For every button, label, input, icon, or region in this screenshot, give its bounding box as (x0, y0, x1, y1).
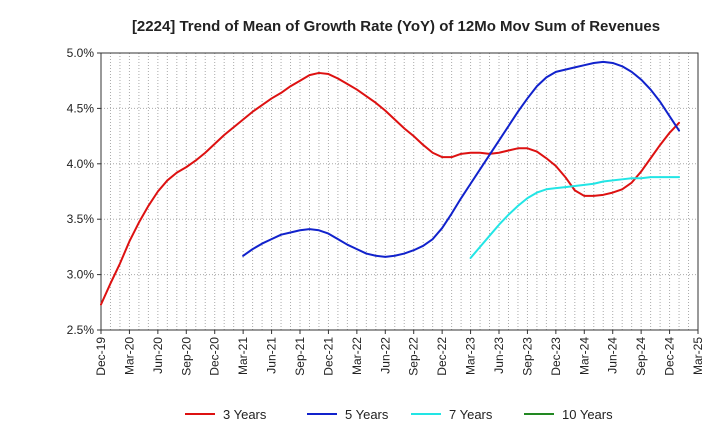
x-tick-label: Jun-24 (606, 337, 620, 374)
x-tick-label: Sep-24 (634, 337, 648, 376)
x-tick-label: Dec-22 (435, 337, 449, 376)
series-line-5-years (242, 60, 681, 258)
grid-lines (101, 53, 698, 330)
x-tick-label: Mar-23 (464, 337, 478, 375)
y-tick-label: 5.0% (67, 46, 95, 60)
legend-label: 3 Years (223, 407, 267, 422)
y-tick-label: 3.5% (67, 212, 95, 226)
x-tick-label: Mar-25 (691, 337, 705, 375)
plot-area-border (100, 52, 699, 331)
x-tick-label: Dec-24 (663, 337, 677, 376)
x-tick-label: Mar-20 (122, 337, 136, 375)
y-axis-ticks: 2.5% 3.0% 3.5% 4.0% 4.5% 5.0% (67, 46, 101, 337)
x-tick-label: Dec-21 (321, 337, 335, 376)
legend-label: 10 Years (562, 407, 613, 422)
x-tick-label: Jun-20 (151, 337, 165, 374)
series-lines (100, 60, 681, 306)
x-tick-label: Sep-21 (293, 337, 307, 376)
x-tick-label: Jun-22 (378, 337, 392, 374)
x-tick-label: Dec-19 (94, 337, 108, 376)
x-tick-label: Mar-21 (236, 337, 250, 375)
x-tick-label: Jun-21 (265, 337, 279, 374)
x-tick-label: Mar-24 (577, 337, 591, 375)
x-axis-ticks: Dec-19 Mar-20 Jun-20 Sep-20 Dec-20 Mar-21 Jun-… (94, 330, 705, 376)
y-tick-label: 3.0% (67, 268, 95, 282)
series-line-7-years (469, 176, 681, 259)
series-line-3-years (100, 71, 681, 306)
y-tick-label: 4.5% (67, 101, 95, 115)
x-tick-label: Dec-20 (208, 337, 222, 376)
plot-frame (100, 52, 699, 331)
y-tick-label: 4.0% (67, 157, 95, 171)
x-tick-label: Sep-22 (407, 337, 421, 376)
legend-label: 5 Years (345, 407, 389, 422)
x-tick-label: Sep-20 (179, 337, 193, 376)
chart-title: [2224] Trend of Mean of Growth Rate (YoY… (132, 18, 660, 35)
legend-label: 7 Years (449, 407, 493, 422)
legend: 3 Years 5 Years 7 Years 10 Years (185, 407, 613, 422)
x-tick-label: Mar-22 (350, 337, 364, 375)
x-tick-label: Dec-23 (549, 337, 563, 376)
y-tick-label: 2.5% (67, 323, 95, 337)
x-tick-label: Jun-23 (492, 337, 506, 374)
x-tick-label: Sep-23 (520, 337, 534, 376)
